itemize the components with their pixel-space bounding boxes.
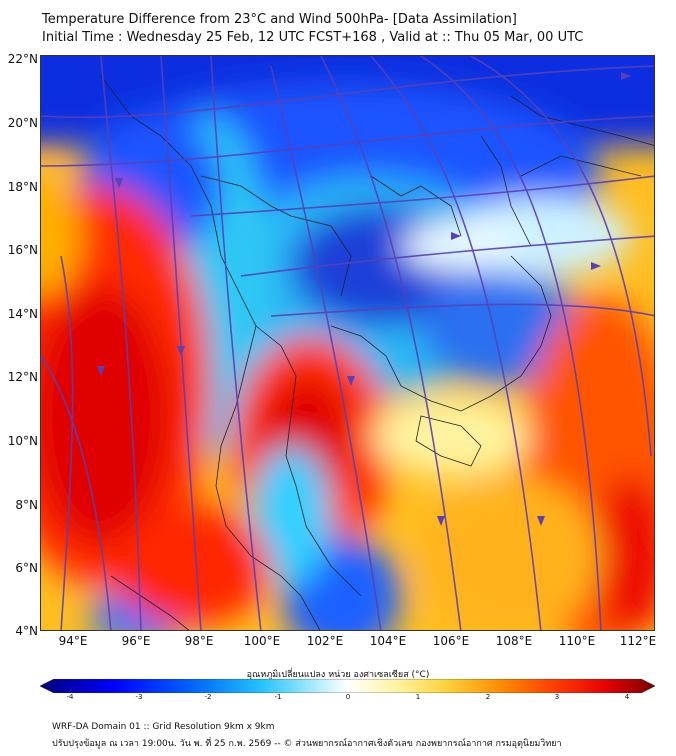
temperature-field xyxy=(41,56,654,630)
coastlines xyxy=(100,75,654,630)
lon-label: 94°E xyxy=(58,634,88,648)
colorbar-tick: -1 xyxy=(274,693,282,701)
lon-label: 96°E xyxy=(121,634,151,648)
lon-label: 108°E xyxy=(495,634,533,648)
lat-label: 18°N xyxy=(7,180,38,194)
colorbar-tick: -2 xyxy=(204,693,212,701)
lon-label: 110°E xyxy=(558,634,596,648)
colorbar-tick: 3 xyxy=(554,693,560,701)
lon-label: 98°E xyxy=(184,634,214,648)
lon-label: 102°E xyxy=(306,634,344,648)
colorbar-tick: -4 xyxy=(66,693,74,701)
chart-title-line1: Temperature Difference from 23°C and Win… xyxy=(42,12,517,27)
lat-label: 20°N xyxy=(7,116,38,130)
colorbar-tick: 1 xyxy=(415,693,421,701)
footer-credit: ปรับปรุงข้อมูล ณ เวลา 19:00น. วัน พ. ที่… xyxy=(52,739,562,749)
lat-label: 6°N xyxy=(15,561,38,575)
weather-map xyxy=(40,55,655,631)
colorbar-tick: 4 xyxy=(624,693,630,701)
colorbar-tick: -3 xyxy=(135,693,143,701)
lat-label: 12°N xyxy=(7,370,38,384)
colorbar-tick: 0 xyxy=(345,693,351,701)
lon-label: 112°E xyxy=(619,634,657,648)
lat-label: 14°N xyxy=(7,307,38,321)
colorbar-tick: 2 xyxy=(485,693,491,701)
lat-label: 8°N xyxy=(15,498,38,512)
streamline-arrows xyxy=(97,72,631,526)
lon-label: 106°E xyxy=(432,634,470,648)
lat-label: 4°N xyxy=(15,624,38,638)
footer-model-info: WRF-DA Domain 01 :: Grid Resolution 9km … xyxy=(52,722,275,732)
lat-label: 16°N xyxy=(7,243,38,257)
lat-label: 10°N xyxy=(7,434,38,448)
wind-streamlines xyxy=(41,56,654,630)
lon-label: 104°E xyxy=(369,634,407,648)
colorbar-label: อุณหภูมิเปลี่ยนแปลง หน่วย องศาเซลเซียส (… xyxy=(246,670,430,680)
lat-label: 22°N xyxy=(7,52,38,66)
map-canvas xyxy=(41,56,654,630)
chart-title-line2: Initial Time : Wednesday 25 Feb, 12 UTC … xyxy=(42,30,584,45)
lon-label: 100°E xyxy=(243,634,281,648)
colorbar xyxy=(40,679,655,693)
